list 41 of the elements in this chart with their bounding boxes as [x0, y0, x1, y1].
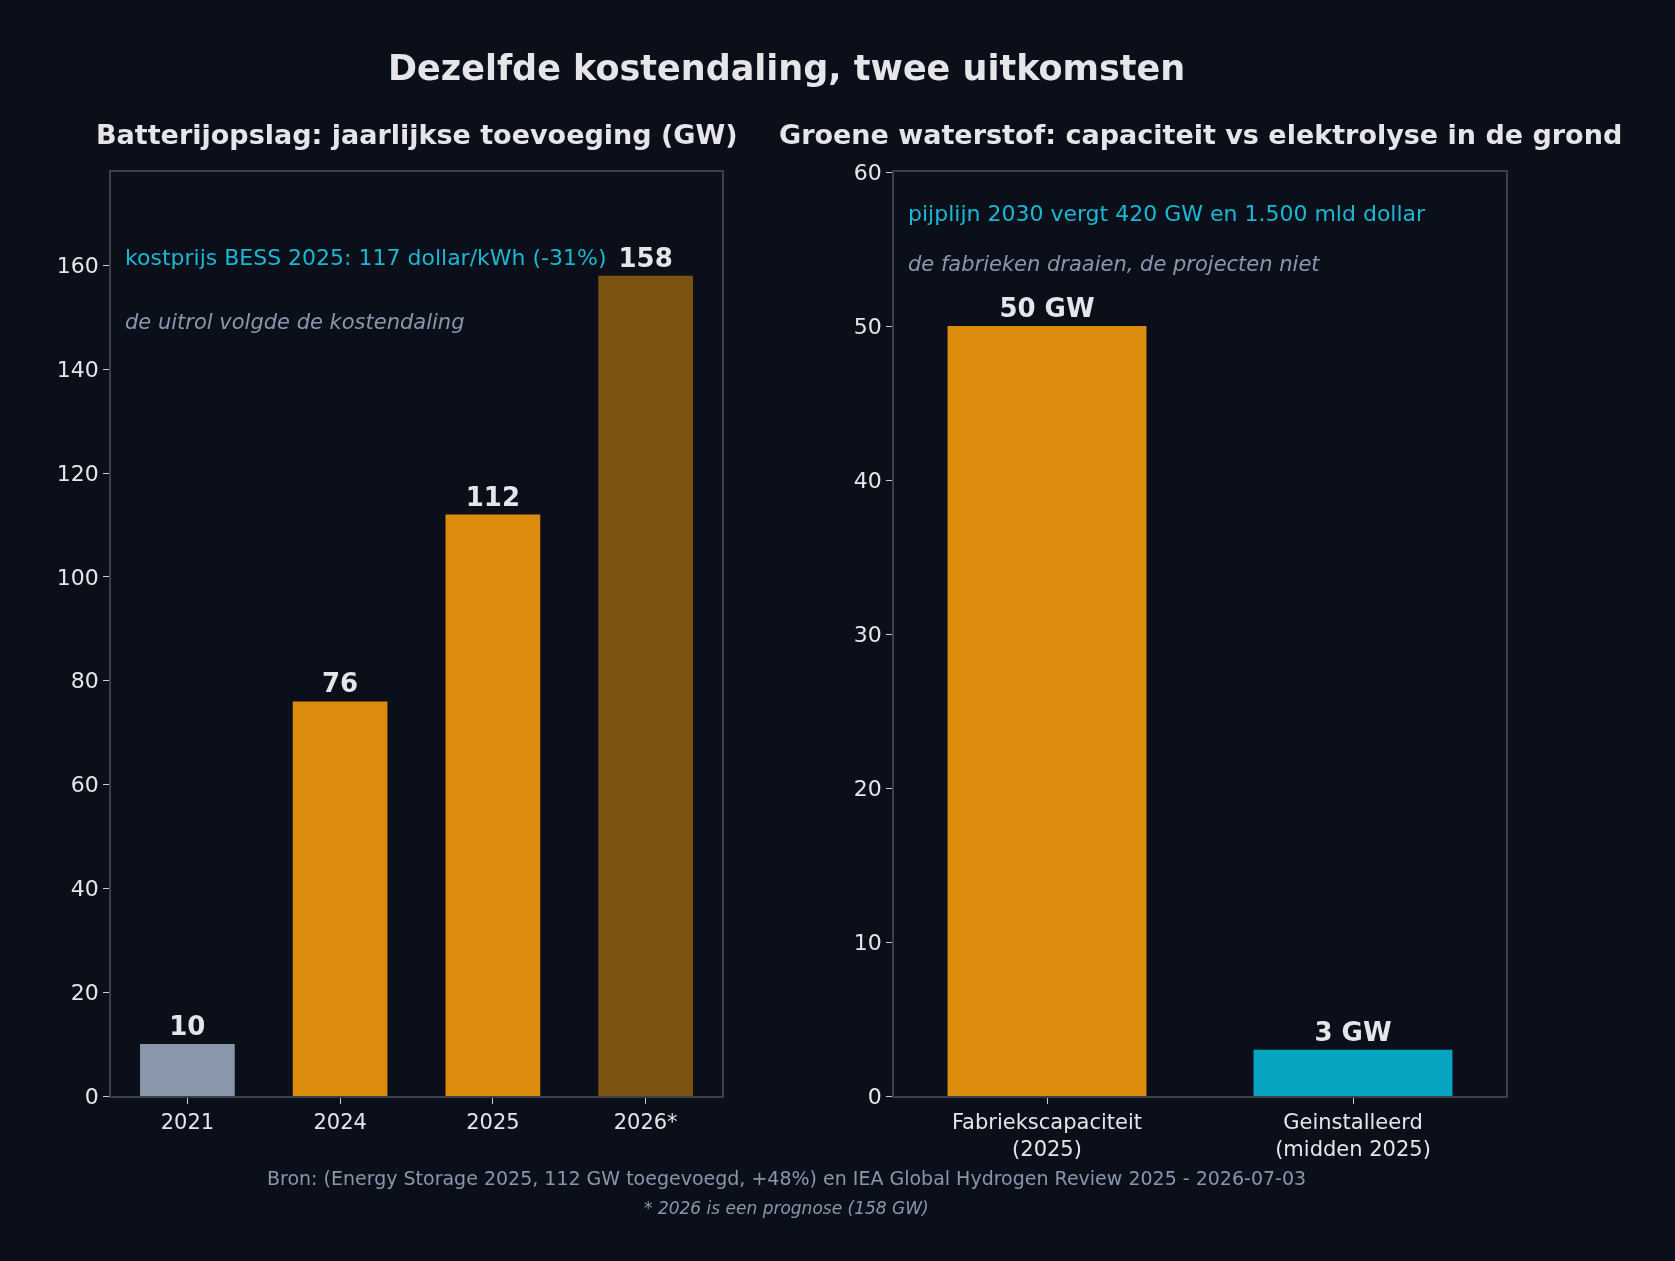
y-tick-label: 30	[853, 621, 882, 647]
data-label: 50 GW	[999, 293, 1095, 323]
chart-subtitle: Batterijopslag: jaarlijkse toevoeging (GW)	[96, 119, 738, 150]
y-tick-label: 140	[56, 356, 99, 382]
data-label: 3 GW	[1314, 1016, 1392, 1047]
annotation: de fabrieken draaien, de projecten niet	[908, 252, 1321, 276]
x-tick-label: 2025	[466, 1109, 520, 1134]
y-tick-label: 50	[853, 313, 882, 339]
y-tick-label: 20	[853, 775, 882, 801]
y-tick-label: 20	[70, 979, 99, 1005]
y-tick-label: 120	[56, 460, 99, 486]
bar	[445, 514, 541, 1096]
annotation: pijplijn 2030 vergt 420 GW en 1.500 mld dollar	[908, 201, 1427, 226]
y-tick-label: 0	[867, 1083, 882, 1109]
y-tick-label: 160	[56, 253, 99, 279]
y-tick-label: 0	[84, 1083, 99, 1109]
y-tick-label: 60	[853, 159, 882, 185]
bar	[292, 701, 388, 1096]
bar	[140, 1044, 235, 1096]
y-tick-label: 40	[853, 467, 882, 493]
y-tick-label: 80	[70, 668, 99, 694]
data-label: 112	[465, 481, 521, 512]
x-tick-label: 2021	[160, 1109, 215, 1134]
bar	[598, 275, 693, 1096]
chart-subtitle: Groene waterstof: capaciteit vs elektrolyse in de grond	[779, 119, 1623, 150]
data-label: 76	[322, 668, 359, 699]
y-tick-label: 100	[56, 564, 99, 590]
text: * 2026 is een prognose (158 GW)	[644, 1198, 929, 1218]
y-tick-label: 40	[70, 876, 99, 902]
x-tick-label: 2024	[313, 1109, 367, 1134]
annotation: kostprijs BESS 2025: 117 dollar/kWh (-31%)	[125, 245, 607, 270]
data-label: 10	[169, 1011, 206, 1042]
data-label: 158	[618, 242, 673, 273]
x-tick-label: Fabriekscapaciteit (2025)	[951, 1109, 1143, 1162]
chart-title: Dezelfde kostendaling, twee uitkomsten	[388, 48, 1186, 88]
annotation: de uitrol volgde de kostendaling	[125, 310, 465, 334]
text: Bron: (Energy Storage 2025, 112 GW toegevoegd, +48%) en IEA Global Hydrogen Review 2025 - 2026-07-03	[267, 1167, 1307, 1189]
x-tick-label: 2026*	[613, 1109, 678, 1134]
x-tick-label: Geinstalleerd (midden 2025)	[1275, 1109, 1431, 1162]
y-tick-label: 60	[70, 772, 99, 798]
y-tick-label: 10	[853, 929, 882, 955]
